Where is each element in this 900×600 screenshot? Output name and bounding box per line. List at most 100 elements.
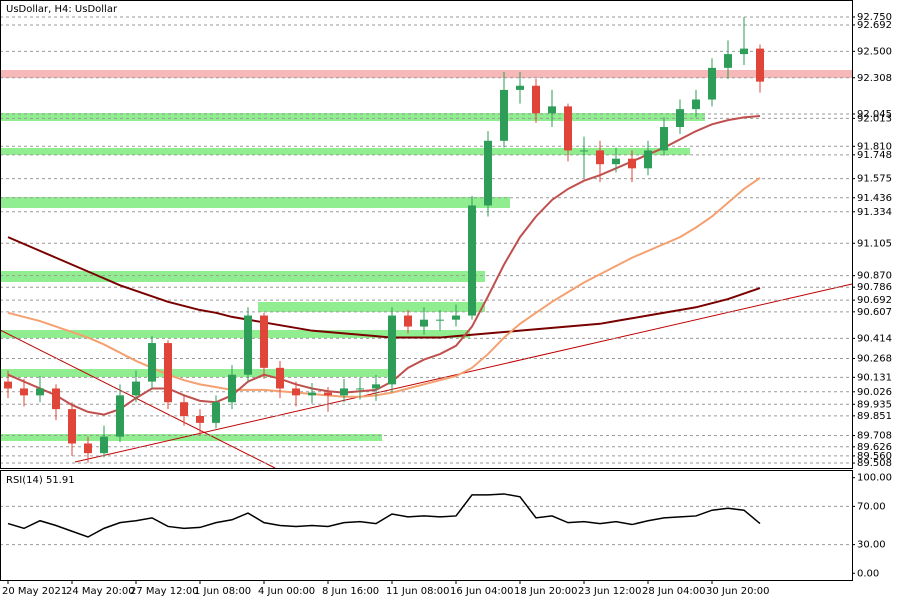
moving-average (7, 236, 761, 339)
zone (0, 271, 485, 282)
x-tick-label: 30 Jun 20:00 (706, 586, 770, 597)
resistance-zone (0, 70, 852, 78)
zone (0, 434, 382, 441)
zone (258, 302, 485, 312)
y-tick-label: 92.750 (857, 12, 892, 23)
candle-body (340, 388, 348, 396)
x-tick-label: 1 Jun 08:00 (194, 586, 251, 597)
x-tick-label: 16 Jun 04:00 (450, 586, 514, 597)
candle-body (420, 319, 428, 327)
candle-body (4, 381, 12, 389)
candle-body (708, 67, 716, 100)
y-tick-label: 91.334 (857, 207, 892, 218)
candle-body (484, 140, 492, 206)
rsi-panel-border (0, 470, 853, 581)
candle-body (596, 150, 604, 165)
candle-body (436, 319, 444, 321)
candle-body (388, 315, 396, 385)
candle-body (532, 85, 540, 114)
y-tick-label: 90.268 (857, 353, 892, 364)
rsi-title: RSI(14) 51.91 (6, 475, 75, 486)
y-tick-label: 92.013 (857, 113, 892, 124)
candle-body (116, 395, 124, 437)
zone (0, 113, 705, 121)
y-tick-label: 89.508 (857, 458, 892, 469)
candle-body (100, 436, 108, 454)
y-tick-label: 89.851 (857, 411, 892, 422)
y-tick-label: 90.870 (857, 271, 892, 282)
candle-body (68, 409, 76, 444)
candle-body (276, 367, 284, 389)
candle-body (196, 415, 204, 423)
candle-body (164, 343, 172, 403)
zone (0, 369, 390, 377)
y-tick-label: 92.308 (857, 73, 892, 84)
y-tick-label: 90.414 (857, 333, 892, 344)
candle-body (212, 402, 220, 423)
zone (0, 197, 510, 208)
zone (0, 148, 690, 155)
candle-body (564, 106, 572, 151)
y-tick-label: 90.026 (857, 387, 892, 398)
y-tick-label: 91.105 (857, 238, 892, 249)
moving-average (7, 177, 761, 398)
candle-body (324, 392, 332, 396)
candle-body (356, 388, 364, 390)
candle-body (756, 48, 764, 82)
candle-body (692, 99, 700, 110)
price-panel-border (0, 0, 853, 469)
candle-body (132, 381, 140, 396)
y-tick-label: 70.00 (857, 501, 886, 512)
candle-body (500, 89, 508, 141)
y-tick-label: 89.626 (857, 442, 892, 453)
candle-body (612, 158, 620, 165)
chart-title: UsDollar, H4: UsDollar (6, 4, 118, 15)
candle-body (308, 392, 316, 396)
rsi-line (7, 493, 761, 538)
y-tick-label: 89.708 (857, 431, 892, 442)
candle-body (404, 315, 412, 327)
candle-body (372, 384, 380, 389)
trend-line (0, 329, 276, 469)
y-tick-label: 90.692 (857, 295, 892, 306)
x-tick-label: 28 Jun 04:00 (642, 586, 706, 597)
y-tick-label: 100.00 (857, 473, 892, 484)
candle-body (180, 402, 188, 416)
candle-body (660, 127, 668, 151)
y-tick-label: 91.436 (857, 193, 892, 204)
y-tick-label: 30.00 (857, 540, 886, 551)
candle-body (468, 205, 476, 316)
zone (0, 330, 470, 338)
y-tick-label: 92.500 (857, 46, 892, 57)
candle-body (676, 109, 684, 128)
candle-body (740, 48, 748, 55)
x-tick-label: 18 Jun 20:00 (514, 586, 578, 597)
candle-body (628, 158, 636, 169)
y-tick-label: 90.131 (857, 372, 892, 383)
candle-body (644, 150, 652, 169)
x-tick-label: 8 Jun 16:00 (322, 586, 379, 597)
candle-body (548, 106, 556, 114)
y-tick-label: 91.810 (857, 141, 892, 152)
candle-body (148, 343, 156, 382)
candle-body (516, 85, 524, 90)
y-tick-label: 92.692 (857, 20, 892, 31)
y-tick-label: 92.045 (857, 109, 892, 120)
candle-body (580, 150, 588, 152)
candle-body (452, 315, 460, 320)
x-tick-label: 24 May 20:00 (66, 586, 135, 597)
candle-body (84, 443, 92, 454)
candle-body (260, 315, 268, 368)
y-tick-label: 90.786 (857, 282, 892, 293)
x-tick-label: 11 Jun 08:00 (386, 586, 450, 597)
y-tick-label: 89.935 (857, 399, 892, 410)
y-tick-label: 90.607 (857, 307, 892, 318)
candle-body (228, 374, 236, 403)
y-tick-label: 89.560 (857, 451, 892, 462)
candle-body (36, 388, 44, 396)
y-tick-label: 0.00 (857, 568, 879, 579)
candle-body (20, 388, 28, 396)
zones (0, 70, 852, 441)
candle-body (244, 315, 252, 375)
